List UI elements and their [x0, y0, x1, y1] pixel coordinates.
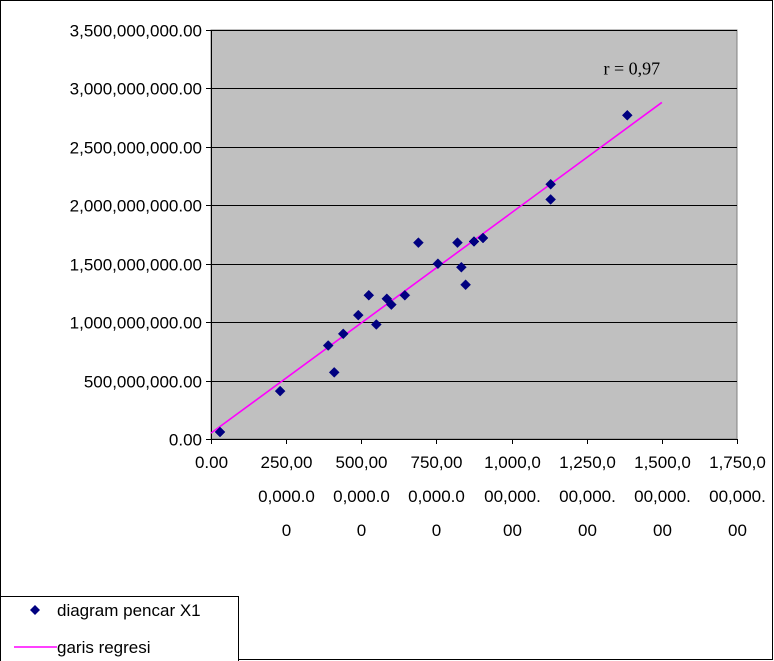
x-tick-label-1: 250,00 0,000.0 0	[258, 453, 315, 540]
y-tick-label-1: 500,000,000.00	[84, 373, 202, 392]
scatter-point-0	[214, 426, 226, 438]
y-tick-label-7: 3,500,000,000.00	[70, 22, 202, 41]
x-tick-label-4: 1,000,0 00,000. 00	[484, 453, 541, 540]
y-tick-label-0: 0.00	[169, 431, 202, 450]
x-tick-label-5: 1,250,0 00,000. 00	[559, 453, 616, 540]
scatter-point-1	[274, 385, 286, 397]
plot-area	[210, 29, 738, 440]
scatter-point-14	[456, 261, 467, 273]
y-tick-label-3: 1,500,000,000.00	[70, 256, 202, 275]
scatter-point-2	[322, 340, 334, 351]
legend-box	[0, 596, 239, 661]
y-tick-label-2: 1,000,000,000.00	[70, 314, 202, 333]
scatter-point-9	[385, 299, 397, 310]
legend-label-scatter: diagram pencar X1	[57, 601, 201, 620]
scatter-point-13	[452, 237, 463, 249]
scatter-point-17	[477, 232, 489, 244]
scatter-point-4	[337, 328, 349, 340]
scatter-point-16	[468, 236, 480, 247]
x-tick-label-2: 500,00 0,000.0 0	[333, 453, 390, 540]
scatter-point-5	[352, 309, 364, 321]
x-tick-label-3: 750,00 0,000.0 0	[408, 453, 465, 540]
scatter-point-12	[432, 258, 444, 270]
legend-marker-scatter	[30, 605, 40, 615]
scatter-point-20	[621, 109, 633, 121]
scatter-point-15	[460, 279, 471, 291]
y-tick-label-4: 2,000,000,000.00	[70, 197, 202, 216]
scatter-point-11	[413, 237, 424, 249]
scatter-point-6	[363, 289, 375, 301]
legend-label-line: garis regresi	[57, 638, 151, 657]
x-tick-label-7: 1,750,0 00,000. 00	[709, 453, 766, 540]
scatter-point-7	[370, 319, 382, 330]
y-tick-label-6: 3,000,000,000.00	[70, 80, 202, 99]
annotation-0: r = 0,97	[603, 58, 660, 78]
y-tick-label-5: 2,500,000,000.00	[70, 139, 202, 158]
regression-line	[210, 101, 663, 434]
scatter-point-10	[399, 289, 411, 301]
scatter-point-18	[545, 178, 556, 190]
scatter-point-3	[328, 367, 340, 378]
x-tick-label-6: 1,500,0 00,000. 00	[634, 453, 691, 540]
scatter-point-19	[545, 194, 556, 205]
x-tick-label-0: 0.00	[195, 453, 228, 472]
